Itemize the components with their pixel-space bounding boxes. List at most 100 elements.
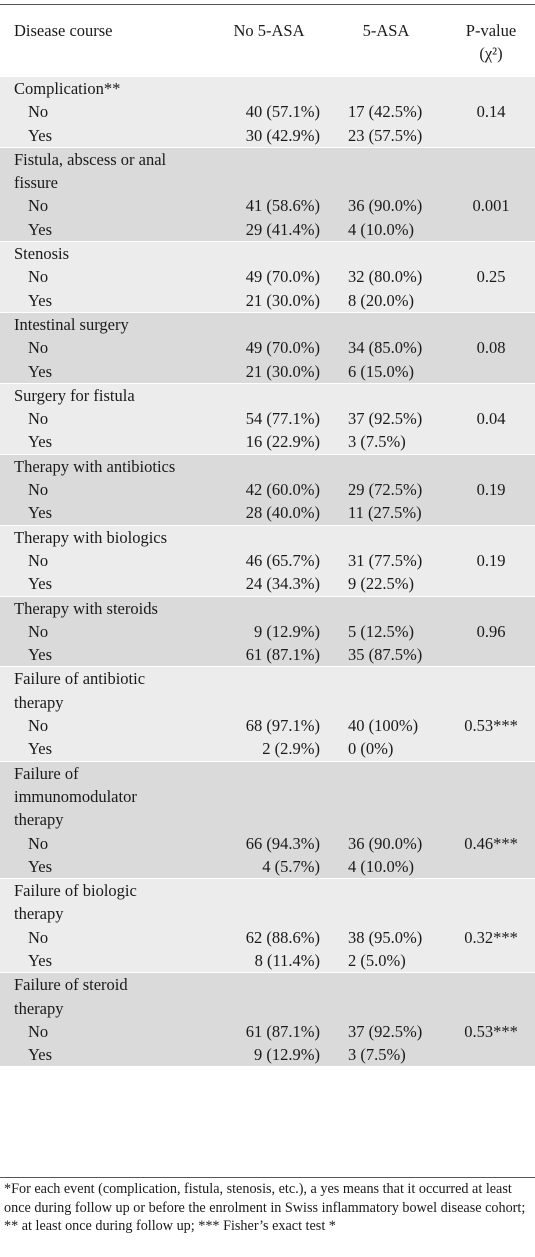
row-title-line: Failure of: [0, 762, 535, 785]
row-no-line: No 54 (77.1%) 37 (92.5%) 0.04: [0, 407, 535, 430]
cell-no-5asa: 49 (70.0%): [245, 338, 320, 358]
row-title: therapy: [14, 810, 64, 830]
cell-5asa: 4 (10.0%): [348, 856, 414, 876]
row-title: therapy: [14, 692, 64, 712]
cell-5asa: 4 (10.0%): [348, 219, 414, 239]
header-no-5asa: No 5-ASA: [233, 21, 305, 40]
cell-p-value: 0.19: [476, 550, 506, 570]
cell-no-5asa: 21 (30.0%): [245, 361, 320, 381]
cell-5asa: 8 (20.0%): [348, 290, 414, 310]
cell-no-5asa: 66 (94.3%): [245, 833, 320, 853]
cell-5asa: 17 (42.5%): [348, 102, 423, 122]
row-title: Complication**: [14, 79, 121, 98]
cell-5asa: 38 (95.0%): [348, 927, 423, 947]
cell-no-5asa: 61 (87.1%): [245, 645, 320, 665]
cell-5asa: 36 (90.0%): [348, 196, 423, 216]
sublabel-yes: Yes: [28, 432, 53, 452]
cell-no-5asa: 41 (58.6%): [245, 196, 320, 216]
cell-5asa: 34 (85.0%): [348, 338, 423, 358]
row-yes-line: Yes 9 (12.9%) 3 (7.5%): [0, 1043, 535, 1066]
table-row-group: Therapy with steroids No 9 (12.9%) 5 (12.5%…: [0, 595, 535, 667]
row-title: Failure of: [14, 763, 79, 783]
cell-no-5asa: 9 (12.9%): [254, 621, 320, 641]
cell-no-5asa: 46 (65.7%): [245, 550, 320, 570]
cell-5asa: 2 (5.0%): [348, 950, 406, 970]
row-yes-line: Yes 16 (22.9%) 3 (7.5%): [0, 430, 535, 453]
sublabel-yes: Yes: [28, 856, 53, 876]
sublabel-yes: Yes: [28, 503, 53, 523]
cell-5asa: 37 (92.5%): [348, 409, 423, 429]
cell-no-5asa: 4 (5.7%): [262, 856, 320, 876]
row-no-line: No 62 (88.6%) 38 (95.0%) 0.32***: [0, 926, 535, 949]
sublabel-no: No: [28, 927, 49, 947]
cell-no-5asa: 42 (60.0%): [245, 480, 320, 500]
row-title: therapy: [14, 904, 64, 924]
sublabel-no: No: [28, 1021, 49, 1041]
sublabel-no: No: [28, 196, 49, 216]
cell-5asa: 3 (7.5%): [348, 1045, 406, 1065]
cell-5asa: 6 (15.0%): [348, 361, 414, 381]
row-title: Therapy with steroids: [14, 598, 158, 618]
row-title: Therapy with biologics: [14, 527, 168, 547]
cell-no-5asa: 16 (22.9%): [245, 432, 320, 452]
row-title-line: immunomodulator: [0, 785, 535, 808]
row-title-line: therapy: [0, 691, 535, 714]
cell-p-value: 0.14: [476, 102, 506, 122]
row-title-line: Therapy with steroids: [0, 597, 535, 620]
row-title-line: therapy: [0, 808, 535, 831]
row-yes-line: Yes 61 (87.1%) 35 (87.5%): [0, 643, 535, 666]
cell-no-5asa: 54 (77.1%): [245, 409, 320, 429]
table-row-group: Failure of antibiotic therapy No 68 (97.1%)…: [0, 666, 535, 761]
cell-p-value: 0.19: [476, 480, 506, 500]
cell-5asa: 9 (22.5%): [348, 574, 414, 594]
cell-5asa: 0 (0%): [348, 739, 394, 759]
row-title: Failure of antibiotic: [14, 669, 146, 689]
sublabel-no: No: [28, 833, 49, 853]
sublabel-no: No: [28, 550, 49, 570]
cell-5asa: 5 (12.5%): [348, 621, 414, 641]
cell-no-5asa: 29 (41.4%): [245, 219, 320, 239]
sublabel-yes: Yes: [28, 290, 53, 310]
row-yes-line: Yes 4 (5.7%) 4 (10.0%): [0, 855, 535, 878]
row-title-line: Failure of biologic: [0, 879, 535, 902]
row-yes-line: Yes 30 (42.9%) 23 (57.5%): [0, 124, 535, 147]
cell-no-5asa: 40 (57.1%): [245, 102, 320, 122]
row-no-line: No 46 (65.7%) 31 (77.5%) 0.19: [0, 549, 535, 572]
table-row-group: Failure of immunomodulator therapy No 66 (94…: [0, 760, 535, 879]
cell-p-value: 0.08: [476, 338, 506, 358]
cell-p-value: 0.96: [476, 621, 506, 641]
sublabel-no: No: [28, 716, 49, 736]
sublabel-yes: Yes: [28, 739, 53, 759]
row-title: Surgery for fistula: [14, 385, 135, 405]
row-title-line: Surgery for fistula: [0, 384, 535, 407]
row-title-line: Therapy with biologics: [0, 526, 535, 549]
row-yes-line: Yes 8 (11.4%) 2 (5.0%): [0, 949, 535, 972]
row-title: Intestinal surgery: [14, 314, 129, 334]
cell-no-5asa: 2 (2.9%): [262, 739, 320, 759]
cell-5asa: 31 (77.5%): [348, 550, 423, 570]
table-row-group: Failure of steroid therapy No 61 (87.1%) 37 …: [0, 972, 535, 1067]
header-p-value-test: (χ²): [479, 44, 503, 63]
cell-5asa: 11 (27.5%): [348, 503, 422, 523]
sublabel-yes: Yes: [28, 574, 53, 594]
header-p-value-label: P-value: [465, 21, 517, 40]
row-title-line: Stenosis: [0, 242, 535, 265]
table-footnote: *For each event (complication, fistula, …: [0, 1177, 535, 1257]
row-no-line: No 41 (58.6%) 36 (90.0%) 0.001: [0, 194, 535, 217]
row-title-line: Fistula, abscess or anal: [0, 148, 535, 171]
row-title-line: therapy: [0, 902, 535, 925]
cell-no-5asa: 9 (12.9%): [254, 1045, 320, 1065]
row-title: Failure of steroid: [14, 975, 128, 995]
row-title-line: Failure of steroid: [0, 973, 535, 996]
sublabel-no: No: [28, 621, 49, 641]
row-title-line: therapy: [0, 997, 535, 1020]
row-no-line: No 40 (57.1%) 17 (42.5%) 0.14: [0, 100, 535, 123]
row-yes-line: Yes 21 (30.0%) 6 (15.0%): [0, 360, 535, 383]
cell-5asa: 29 (72.5%): [348, 480, 423, 500]
sublabel-yes: Yes: [28, 361, 53, 381]
row-no-line: No 9 (12.9%) 5 (12.5%) 0.96: [0, 620, 535, 643]
table-body: Complication** No 40 (57.1%) 17 (42.5%) 0.14…: [0, 77, 535, 1067]
cell-p-value: 0.46***: [464, 833, 518, 853]
header-5asa: 5-ASA: [362, 21, 410, 40]
